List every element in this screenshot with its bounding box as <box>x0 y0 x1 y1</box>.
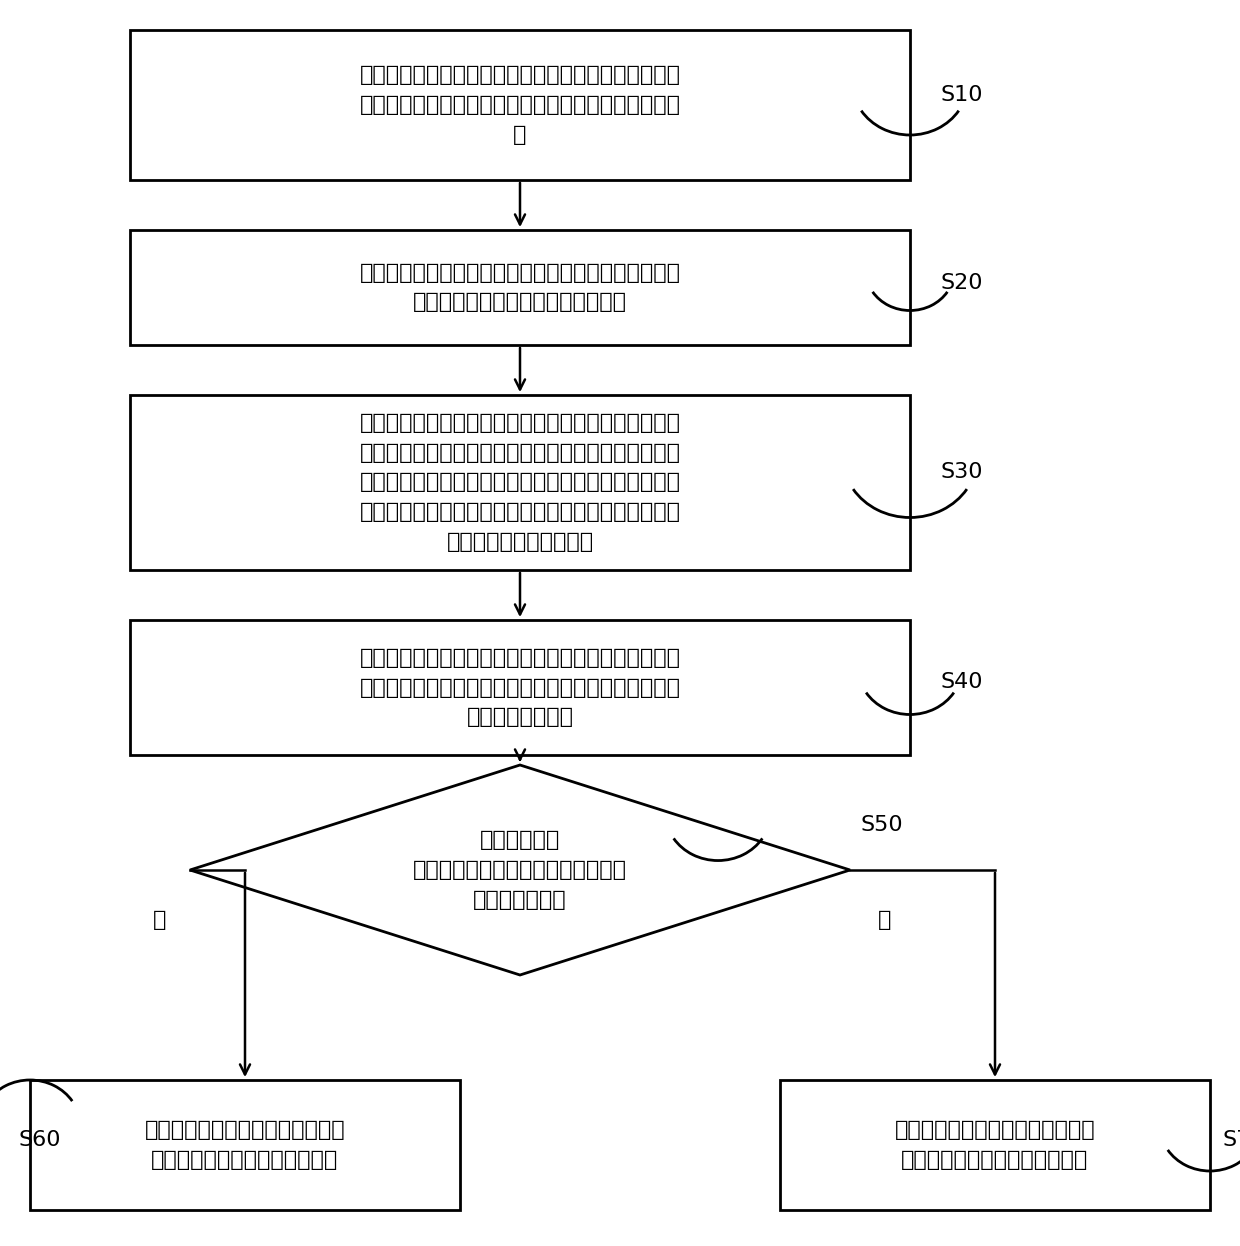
Text: S20: S20 <box>940 273 982 293</box>
Bar <box>130 231 910 345</box>
Bar <box>130 395 910 569</box>
Bar <box>130 30 910 179</box>
Text: S10: S10 <box>940 85 982 105</box>
Text: S30: S30 <box>940 462 982 482</box>
Text: S60: S60 <box>19 1130 61 1150</box>
Text: 将最早数据更改为存储队列中第一
个存储位置对应的漏电流采样值: 将最早数据更改为存储队列中第一 个存储位置对应的漏电流采样值 <box>145 1120 345 1170</box>
Bar <box>30 1080 460 1210</box>
Polygon shape <box>190 765 849 976</box>
Text: S40: S40 <box>940 672 982 692</box>
Bar <box>780 1080 1210 1210</box>
Text: 将最早数据更改为最新数据的下一
个存储位置对应的漏电流采样值: 将最早数据更改为最新数据的下一 个存储位置对应的漏电流采样值 <box>895 1120 1095 1170</box>
Text: 将当前采样时刻的漏电流采样值覆盖存储队列中最早数
据对应漏电流采样值，并将最新数据设置为当前采样时
刻的漏电流采样值: 将当前采样时刻的漏电流采样值覆盖存储队列中最早数 据对应漏电流采样值，并将最新数… <box>360 648 681 728</box>
Text: 在获取到漏电流采样值时，判断存储队列中漏电流采样
值的总个数是否达到预设周期采样数: 在获取到漏电流采样值时，判断存储队列中漏电流采样 值的总个数是否达到预设周期采样… <box>360 263 681 313</box>
Text: S70: S70 <box>1221 1130 1240 1150</box>
Text: 是: 是 <box>154 910 166 930</box>
Text: 每个采样时刻采集一个漏电流模拟信号，并采用模数转
换将当前采样时刻的漏电流模拟信号转换为漏电流采样
值: 每个采样时刻采集一个漏电流模拟信号，并采用模数转 换将当前采样时刻的漏电流模拟信… <box>360 65 681 145</box>
Text: 判断最新数据
对应的存储位置是否处于存储队列中
的最末存储位置: 判断最新数据 对应的存储位置是否处于存储队列中 的最末存储位置 <box>413 830 627 910</box>
Text: S50: S50 <box>861 815 903 835</box>
Bar <box>130 621 910 755</box>
Text: 否: 否 <box>878 910 892 930</box>
Text: 当存储队列中漏电流采样值的总个数达到预设周期采样
数时，获取前一采样时刻的漏电流有效值，并根据前一
采样时刻的漏电流有效值、存储队列中最早数据对应的
漏电流采样: 当存储队列中漏电流采样值的总个数达到预设周期采样 数时，获取前一采样时刻的漏电流… <box>360 414 681 552</box>
